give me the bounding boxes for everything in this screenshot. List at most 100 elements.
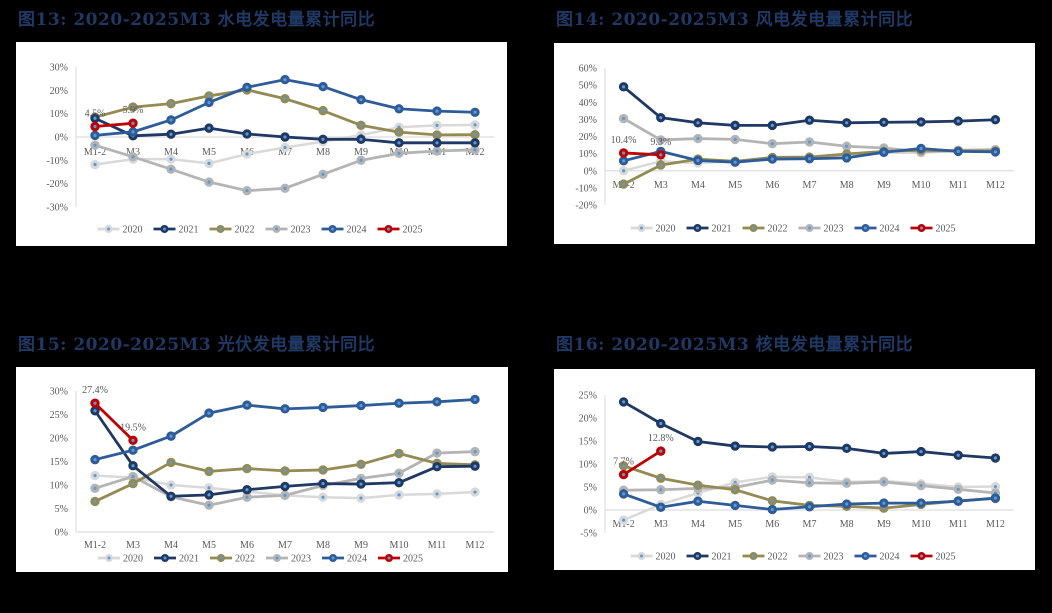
y-tick-label: -10% — [46, 156, 68, 167]
svg-text:2023: 2023 — [824, 224, 844, 235]
svg-text:2024: 2024 — [347, 225, 367, 236]
legend-item-2024: 2024 — [854, 552, 900, 563]
x-tick-label: M6 — [765, 180, 779, 191]
y-tick-label: 20% — [50, 86, 68, 97]
legend-item-2024: 2024 — [854, 224, 900, 235]
y-tick-label: 0% — [55, 133, 68, 144]
x-tick-label: M8 — [316, 540, 330, 551]
x-tick-label: M8 — [316, 147, 330, 158]
figure-13-title: 图13: 2020-2025M3 水电发电量累计同比 — [18, 10, 376, 30]
series-2022 — [90, 448, 480, 507]
svg-text:2024: 2024 — [880, 224, 900, 235]
legend-item-2023: 2023 — [798, 552, 844, 563]
series-2024 — [90, 74, 480, 141]
y-tick-label: 5% — [55, 504, 68, 515]
legend-item-2022: 2022 — [742, 224, 788, 235]
x-tick-label: M1-2 — [84, 540, 106, 551]
series-2025 — [90, 398, 138, 446]
y-tick-label: 30% — [50, 63, 68, 74]
figure-16-title: 图16: 2020-2025M3 核电发电量累计同比 — [556, 335, 914, 355]
x-tick-label: M11 — [949, 519, 968, 530]
y-tick-label: 40% — [579, 98, 597, 109]
legend-item-2023: 2023 — [266, 554, 311, 565]
data-label-2025: 5.9% — [123, 105, 144, 116]
y-tick-label: -20% — [46, 179, 68, 190]
svg-text:2024: 2024 — [880, 552, 900, 563]
series-2025 — [618, 446, 666, 480]
legend-item-2021: 2021 — [153, 225, 199, 236]
y-tick-label: 30% — [50, 387, 68, 398]
y-tick-label: 30% — [579, 115, 597, 126]
legend-item-2020: 2020 — [630, 552, 676, 563]
x-tick-label: M9 — [354, 540, 368, 551]
x-tick-label: M6 — [240, 540, 254, 551]
chart-panel-nuclear: 25%20%15%10%5%0%-5%M1-2M3M4M5M6M7M8M9M10… — [554, 369, 1035, 570]
series-2023 — [618, 475, 1001, 498]
x-tick-label: M7 — [803, 519, 817, 530]
data-label-2025: 12.8% — [648, 433, 674, 444]
series-2021 — [618, 397, 1001, 463]
y-tick-label: 0% — [584, 166, 597, 177]
x-tick-label: M12 — [986, 180, 1005, 191]
legend-item-2020: 2020 — [98, 554, 143, 565]
legend-item-2025: 2025 — [378, 554, 423, 565]
legend-item-2020: 2020 — [97, 225, 143, 236]
y-tick-label: 20% — [579, 132, 597, 143]
svg-text:2023: 2023 — [291, 225, 311, 236]
svg-text:2020: 2020 — [656, 224, 676, 235]
svg-text:2021: 2021 — [712, 224, 732, 235]
x-tick-label: M4 — [691, 519, 705, 530]
y-tick-label: 10% — [50, 481, 68, 492]
series-2025 — [618, 148, 666, 160]
x-tick-label: M4 — [164, 147, 178, 158]
series-2021 — [90, 406, 480, 501]
legend-item-2022: 2022 — [210, 554, 255, 565]
chart-panel-wind: 60%50%40%30%20%10%0%-10%-20%M1-2M3M4M5M6… — [554, 43, 1035, 244]
svg-text:2021: 2021 — [179, 554, 199, 565]
x-tick-label: M5 — [202, 147, 216, 158]
line-chart: 30% 25% 20% 15% 10% 5% 0% M1-2 M3 M4 M5 M6 M7 M8 M9 M10… — [50, 385, 494, 565]
y-tick-label: 5% — [584, 483, 597, 494]
svg-text:2021: 2021 — [712, 552, 732, 563]
x-tick-label: M10 — [912, 180, 931, 191]
line-chart: 60%50%40%30%20%10%0%-10%-20%M1-2M3M4M5M6… — [575, 64, 1014, 235]
svg-text:2024: 2024 — [347, 554, 367, 565]
legend-item-2023: 2023 — [798, 224, 844, 235]
x-tick-label: M9 — [877, 180, 891, 191]
x-tick-label: M12 — [986, 519, 1005, 530]
svg-text:2023: 2023 — [291, 554, 311, 565]
x-tick-label: M7 — [803, 180, 817, 191]
series-2021 — [90, 113, 480, 148]
x-tick-label: M3 — [654, 180, 668, 191]
y-tick-label: -10% — [575, 183, 597, 194]
legend-item-2022: 2022 — [209, 225, 255, 236]
x-tick-label: M3 — [126, 540, 140, 551]
y-tick-label: 0% — [584, 506, 597, 517]
legend-item-2025: 2025 — [377, 225, 423, 236]
y-tick-label: 20% — [50, 434, 68, 445]
svg-text:2022: 2022 — [235, 554, 255, 565]
svg-text:2022: 2022 — [768, 224, 788, 235]
x-tick-label: M7 — [278, 540, 292, 551]
series-2025 — [90, 118, 138, 132]
svg-text:2022: 2022 — [768, 552, 788, 563]
legend-item-2020: 2020 — [630, 224, 676, 235]
y-tick-label: -20% — [575, 201, 597, 212]
svg-text:2025: 2025 — [403, 554, 423, 565]
svg-text:2025: 2025 — [403, 225, 423, 236]
y-tick-label: 10% — [50, 109, 68, 120]
svg-text:2020: 2020 — [123, 225, 143, 236]
data-label-2025: 27.4% — [82, 385, 108, 396]
y-tick-label: 10% — [579, 149, 597, 160]
svg-text:2021: 2021 — [179, 225, 199, 236]
legend-item-2025: 2025 — [910, 552, 956, 563]
line-chart: 25%20%15%10%5%0%-5%M1-2M3M4M5M6M7M8M9M10… — [579, 391, 1014, 563]
svg-text:2020: 2020 — [123, 554, 143, 565]
x-tick-label: M11 — [949, 180, 968, 191]
figure-15-title: 图15: 2020-2025M3 光伏发电量累计同比 — [18, 335, 376, 355]
y-tick-label: 15% — [50, 457, 68, 468]
x-tick-label: M9 — [877, 519, 891, 530]
legend-item-2024: 2024 — [322, 554, 367, 565]
y-tick-label: 10% — [579, 460, 597, 471]
figure-14-title: 图14: 2020-2025M3 风电发电量累计同比 — [556, 10, 914, 30]
